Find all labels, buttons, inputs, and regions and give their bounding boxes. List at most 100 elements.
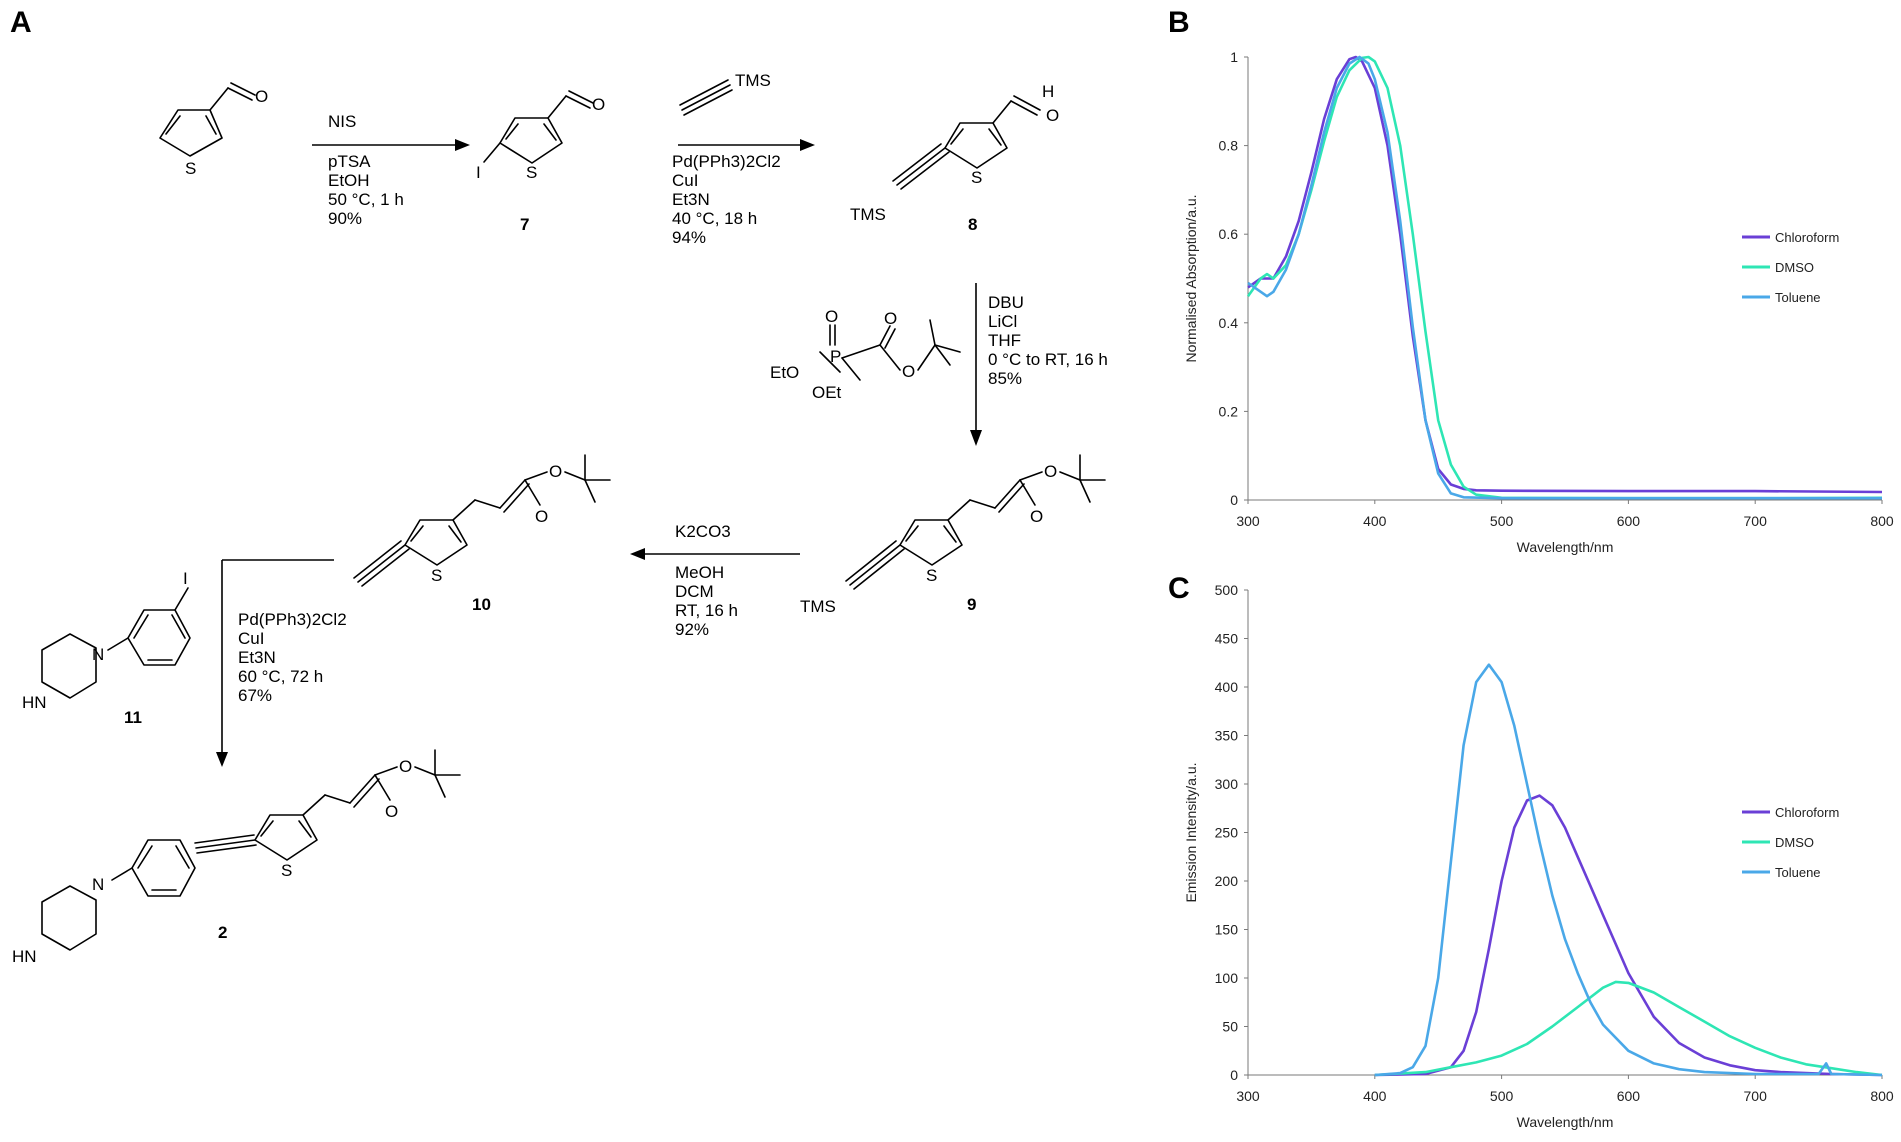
compound-2-label: 2 [218,923,227,942]
x-tick-label: 700 [1744,1088,1768,1104]
iodine-atom-label: I [476,163,481,182]
compound-7-label: 7 [520,215,529,234]
oxygen-atom-label: O [1030,507,1043,526]
reagent-ptsa: pTSA [328,152,371,171]
legend-label-chloroform: Chloroform [1775,805,1839,820]
catalyst-pd: Pd(PPh3)2Cl2 [672,152,781,171]
solvent-dcm: DCM [675,582,714,601]
oxygen-atom-label: O [1044,462,1057,481]
oxygen-atom-label: O [535,507,548,526]
series-line-dmso [1374,980,1883,1077]
emission-legend: Chloroform DMSO Toluene [1742,805,1839,880]
oxygen-atom-label: O [385,802,398,821]
oxygen-atom-label: O [592,95,605,114]
yield-step3: 85% [988,369,1022,388]
y-tick-label: 500 [1215,582,1239,598]
additive-licl: LiCl [988,312,1017,331]
thiophene-carbaldehyde-structure: S O [159,82,268,178]
synthetic-scheme: A S O NIS pTSA EtOH 50 °C, 1 h 90% I S O… [10,6,1108,966]
x-tick-label: 600 [1617,1088,1641,1104]
x-tick-label: 400 [1363,513,1387,529]
compound-7-structure: I S O [476,90,605,182]
y-tick-label: 0 [1230,1067,1238,1083]
series-line-dmso [1246,55,1883,500]
nitrogen-atom-label: N [92,645,104,664]
y-tick-label: 200 [1215,873,1239,889]
series-line-toluene [1374,663,1883,1077]
y-tick-label: 100 [1215,970,1239,986]
yield-step4: 92% [675,620,709,639]
hydrogen-atom-label: H [1042,82,1054,101]
solvent-thf: THF [988,331,1021,350]
y-tick-label: 250 [1215,825,1239,841]
oxygen-atom-label: O [399,757,412,776]
oxygen-atom-label: O [255,87,268,106]
compound-8-structure: O H S TMS [850,82,1059,224]
y-tick-label: 0.2 [1219,403,1239,419]
base-et3n: Et3N [672,190,710,209]
series-line-chloroform [1247,55,1883,494]
ethoxy-label: OEt [812,383,842,402]
catalyst-pd: Pd(PPh3)2Cl2 [238,610,347,629]
yield-step2: 94% [672,228,706,247]
temp-time-step4: RT, 16 h [675,601,738,620]
phosphorus-atom-label: P [830,347,841,366]
amine-label: HN [12,947,37,966]
absorption-series [1246,55,1883,500]
emission-axes: 0 50 100 150 200 250 300 350 400 450 500 300 400 500 6… [1215,582,1894,1104]
compound-11-structure: I N HN [22,569,191,712]
reaction-arrow-step1 [312,139,470,151]
oxygen-atom-label: O [1046,106,1059,125]
y-tick-label: 0 [1230,492,1238,508]
absorption-legend: Chloroform DMSO Toluene [1742,230,1839,305]
y-tick-label: 0.8 [1219,138,1239,154]
base-et3n: Et3N [238,648,276,667]
x-tick-label: 500 [1490,1088,1514,1104]
cocatalyst-cui: CuI [672,171,698,190]
y-tick-label: 50 [1222,1019,1238,1035]
tms-label: TMS [735,71,771,90]
sulfur-atom-label: S [971,168,982,187]
oxygen-atom-label: O [902,362,915,381]
y-tick-label: 450 [1215,631,1239,647]
legend-label-dmso: DMSO [1775,835,1814,850]
x-tick-label: 700 [1744,513,1768,529]
cocatalyst-cui: CuI [238,629,264,648]
sulfur-atom-label: S [926,566,937,585]
temp-time-step2: 40 °C, 18 h [672,209,757,228]
conditions-step1: NIS pTSA EtOH 50 °C, 1 h 90% [328,112,404,228]
reaction-arrow-step5 [216,559,334,767]
nitrogen-atom-label: N [92,875,104,894]
iodine-atom-label: I [183,569,188,588]
absorption-x-axis-label: Wavelength/nm [1517,539,1614,555]
compound-11-label: 11 [124,708,142,727]
panel-label-a: A [10,6,32,39]
legend-label-dmso: DMSO [1775,260,1814,275]
oxygen-atom-label: O [884,309,897,328]
reaction-arrow-step2 [678,139,815,151]
tms-label: TMS [850,205,886,224]
series-line-toluene [1247,55,1882,500]
conditions-step5: Pd(PPh3)2Cl2 CuI Et3N 60 °C, 72 h 67% [238,610,347,705]
temp-time-step3: 0 °C to RT, 16 h [988,350,1108,369]
solvent-etoh: EtOH [328,171,370,190]
tms-acetylene-structure: TMS [679,71,771,116]
amine-label: HN [22,693,47,712]
legend-label-toluene: Toluene [1775,290,1821,305]
base-k2co3: K2CO3 [675,522,731,541]
ethoxy-label: EtO [770,363,799,382]
x-tick-label: 300 [1236,513,1260,529]
oxygen-atom-label: O [549,462,562,481]
sulfur-atom-label: S [431,566,442,585]
absorption-axes: 0 0.2 0.4 0.6 0.8 1 300 400 500 600 700 800 [1219,49,1894,529]
sulfur-atom-label: S [526,163,537,182]
conditions-step4: K2CO3 MeOH DCM RT, 16 h 92% [675,522,738,639]
temp-time-step1: 50 °C, 1 h [328,190,404,209]
compound-9-label: 9 [967,595,976,614]
x-tick-label: 500 [1490,513,1514,529]
x-tick-label: 800 [1870,1088,1894,1104]
sulfur-atom-label: S [185,159,196,178]
x-tick-label: 800 [1870,513,1894,529]
phosphonate-reagent-structure: EtO OEt P O O O [770,307,961,402]
series-line-chloroform [1374,794,1883,1077]
